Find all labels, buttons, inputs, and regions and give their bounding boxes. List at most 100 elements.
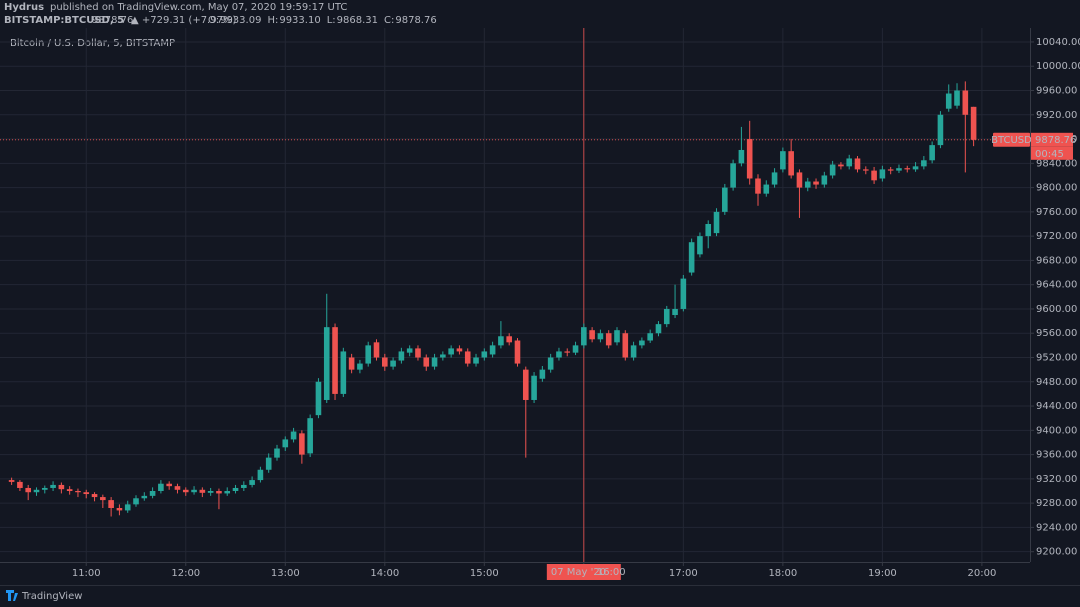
last-price-label: 9878.76 [1035, 135, 1076, 146]
candle-body [581, 327, 587, 346]
candle-body [489, 345, 496, 355]
candle-body [904, 168, 911, 170]
candle-body [514, 340, 521, 364]
candle-body [879, 169, 886, 179]
candle-body [730, 163, 736, 188]
candle-body [937, 114, 944, 146]
symbol-label: BTCUSD [991, 135, 1032, 146]
candle-body [406, 348, 413, 353]
candle-body [357, 363, 363, 370]
y-tick-label: 9800.00 [1036, 183, 1077, 194]
candle-body [390, 360, 396, 367]
candle-body [182, 489, 189, 493]
candle-body [332, 327, 338, 394]
last-price-badge [1031, 132, 1073, 147]
candle-body [464, 351, 471, 364]
candle-body [166, 483, 172, 487]
candle-body [216, 491, 222, 494]
y-tick-label: 9840.00 [1036, 158, 1077, 169]
chart-title: Bitcoin / U.S. Dollar, 5, BITSTAMP [10, 38, 175, 49]
candle-body [66, 489, 73, 492]
x-tick-label: 20:00 [967, 568, 996, 579]
candle-body [440, 354, 446, 358]
candle-body [564, 351, 571, 353]
candle-body [174, 486, 181, 490]
candle-body [75, 491, 81, 493]
y-tick-label: 9440.00 [1036, 401, 1077, 412]
candle-body [887, 169, 894, 171]
crosshair-badge [546, 564, 621, 580]
candle-body [796, 172, 803, 188]
candle-body [854, 158, 861, 170]
y-tick-label: 9240.00 [1036, 522, 1077, 533]
candle-body [531, 375, 537, 400]
candle-body [25, 487, 31, 493]
candle-body [423, 357, 430, 367]
candle-body [962, 90, 969, 115]
y-tick-label: 9680.00 [1036, 255, 1077, 266]
candle-body [398, 351, 405, 361]
candle-body [149, 491, 156, 496]
candle-body [821, 175, 828, 185]
candle-body [473, 357, 479, 364]
candle-body [365, 345, 372, 364]
candle-body [498, 336, 504, 346]
candle-body [921, 160, 927, 167]
candle-body [207, 491, 214, 493]
candle-body [622, 333, 629, 358]
y-tick-label: 9200.00 [1036, 547, 1077, 558]
x-tick-label: 11:00 [72, 568, 101, 579]
candle-body [829, 164, 836, 176]
symbol-badge [993, 132, 1030, 147]
candle-body [929, 145, 935, 161]
candle-body [771, 172, 778, 185]
x-tick-label: 18:00 [768, 568, 797, 579]
y-tick-label: 9720.00 [1036, 231, 1077, 242]
candle-body [522, 369, 529, 400]
candle-body [299, 433, 305, 455]
candle-body [688, 242, 695, 273]
candle-body [970, 106, 977, 140]
candle-body [448, 348, 454, 355]
candle-body [100, 497, 106, 501]
candle-body [630, 345, 637, 358]
ohlc-value: 9933.10 [279, 15, 320, 26]
candle-body [647, 333, 653, 341]
candle-body [945, 93, 952, 109]
candle-body [232, 487, 239, 492]
candle-body [307, 418, 313, 454]
y-tick-label: 9280.00 [1036, 498, 1077, 509]
y-tick-label: 10000.00 [1036, 61, 1080, 72]
candle-body [589, 330, 595, 340]
x-tick-label: 13:00 [271, 568, 300, 579]
candle-body [639, 340, 645, 346]
candle-body [133, 498, 139, 505]
brand-logo [6, 590, 18, 601]
candle-body [780, 151, 786, 170]
brand: TradingView [6, 590, 82, 602]
candle-body [33, 489, 40, 493]
ohlc-key: L: [327, 15, 336, 26]
candle-body [663, 308, 670, 325]
candle-body [680, 278, 687, 309]
symbol: BITSTAMP:BTCUSD, 5 [4, 15, 124, 26]
y-tick-label: 9760.00 [1036, 207, 1077, 218]
candle-body [315, 381, 322, 416]
candle-body [41, 487, 48, 490]
x-tick-label: 14:00 [370, 568, 399, 579]
candle-body [655, 324, 662, 334]
candle-body [614, 330, 620, 343]
crosshair-time: 16:00 [597, 567, 626, 578]
last: 9878.76 [92, 15, 133, 26]
x-tick-label: 17:00 [669, 568, 698, 579]
y-tick-label: 9600.00 [1036, 304, 1077, 315]
candle-body [381, 357, 388, 367]
candle-body [58, 484, 65, 490]
candle-body [896, 168, 902, 171]
candle-body [705, 224, 712, 237]
y-tick-label: 9920.00 [1036, 110, 1077, 121]
candle-body [431, 357, 438, 367]
candle-body [713, 211, 720, 234]
